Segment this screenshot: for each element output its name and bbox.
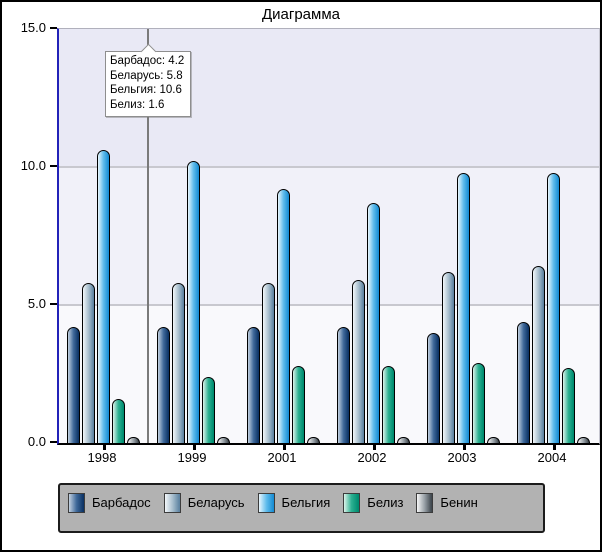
- bar-group: [157, 161, 230, 443]
- bar[interactable]: [532, 266, 545, 443]
- x-tick-label: 2002: [357, 450, 387, 465]
- y-tick-label: 15.0: [20, 20, 46, 35]
- bar[interactable]: [67, 327, 80, 443]
- bar[interactable]: [457, 173, 470, 443]
- bar[interactable]: [487, 437, 500, 443]
- legend-item: Белиз: [343, 493, 403, 513]
- tooltip-lines: Барбадос: 4.2 Беларусь: 5.8 Бельгия: 10.6 Б…: [110, 54, 184, 112]
- legend-swatch-icon: [416, 493, 434, 513]
- bar[interactable]: [157, 327, 170, 443]
- legend-swatch-icon: [68, 493, 85, 513]
- legend-swatch-icon: [163, 493, 181, 513]
- y-tick-label: 0.0: [27, 434, 46, 449]
- tooltip: Барбадос: 4.2 Беларусь: 5.8 Бельгия: 10.6 Б…: [105, 43, 192, 117]
- bar-group: [517, 173, 590, 443]
- chart-title: Диаграмма: [261, 6, 340, 23]
- bar[interactable]: [472, 363, 485, 443]
- bar[interactable]: [442, 272, 455, 443]
- bar[interactable]: [262, 283, 275, 443]
- gridline: [59, 166, 599, 168]
- legend-item: Бенин: [416, 493, 478, 513]
- legend-label: Барбадос: [92, 495, 151, 510]
- bar[interactable]: [97, 150, 110, 443]
- bar[interactable]: [277, 189, 290, 443]
- x-tick-label: 2001: [267, 450, 297, 465]
- legend-item: Беларусь: [163, 493, 245, 513]
- x-axis-tick: [283, 445, 286, 450]
- tooltip-line: Белиз: 1.6: [110, 98, 165, 111]
- legend-item: Барбадос: [68, 493, 151, 513]
- x-tick-label: 2003: [447, 450, 477, 465]
- bar-group: [427, 173, 500, 443]
- y-axis-tick: [50, 303, 57, 305]
- y-tick-label: 5.0: [27, 296, 46, 311]
- tooltip-line: Барбадос: 4.2: [110, 55, 185, 67]
- x-axis-tick: [193, 445, 196, 450]
- bar[interactable]: [112, 399, 125, 443]
- bar[interactable]: [247, 327, 260, 443]
- bar-group: [337, 203, 410, 443]
- x-axis-tick: [373, 445, 376, 450]
- plot-area: Барбадос: 4.2 Беларусь: 5.8 Бельгия: 10.6 Б…: [57, 28, 600, 450]
- x-axis-tick: [103, 445, 106, 450]
- bar[interactable]: [517, 322, 530, 443]
- bar[interactable]: [202, 377, 215, 443]
- bar[interactable]: [217, 437, 230, 443]
- legend-label: Беларусь: [187, 495, 245, 510]
- x-tick-label: 1998: [87, 450, 117, 465]
- x-tick-label: 1999: [177, 450, 207, 465]
- bar[interactable]: [382, 366, 395, 443]
- x-axis-tick: [463, 445, 466, 450]
- bar[interactable]: [292, 366, 305, 443]
- bar-group: [67, 150, 140, 443]
- legend-item: Бельгия: [257, 493, 331, 513]
- bar[interactable]: [172, 283, 185, 443]
- legend-label: Бельгия: [281, 495, 331, 510]
- bar-group: [247, 189, 320, 443]
- legend: Барбадос Беларусь Бельгия Белиз Бенин: [58, 483, 545, 533]
- bar[interactable]: [367, 203, 380, 443]
- legend-swatch-icon: [257, 493, 275, 513]
- bar[interactable]: [562, 368, 575, 443]
- y-axis-tick: [50, 441, 57, 443]
- y-axis-tick: [50, 165, 57, 167]
- bar[interactable]: [127, 437, 140, 443]
- legend-label: Бенин: [440, 495, 478, 510]
- bar[interactable]: [82, 283, 95, 443]
- x-tick-label: 2004: [537, 450, 567, 465]
- bar[interactable]: [187, 161, 200, 443]
- bar[interactable]: [307, 437, 320, 443]
- hover-crosshair-line: [147, 29, 149, 443]
- legend-swatch-icon: [343, 493, 361, 513]
- x-axis-tick: [553, 445, 556, 450]
- gridline: [59, 304, 599, 306]
- bar[interactable]: [337, 327, 350, 443]
- tooltip-line: Беларусь: 5.8: [110, 69, 183, 82]
- bar[interactable]: [547, 173, 560, 443]
- bar[interactable]: [577, 437, 590, 443]
- y-tick-label: 10.0: [20, 158, 46, 173]
- bar[interactable]: [352, 280, 365, 443]
- bar[interactable]: [427, 333, 440, 443]
- tooltip-line: Бельгия: 10.6: [110, 84, 182, 96]
- y-axis-tick: [50, 27, 57, 29]
- legend-label: Белиз: [367, 495, 404, 510]
- bar[interactable]: [397, 437, 410, 443]
